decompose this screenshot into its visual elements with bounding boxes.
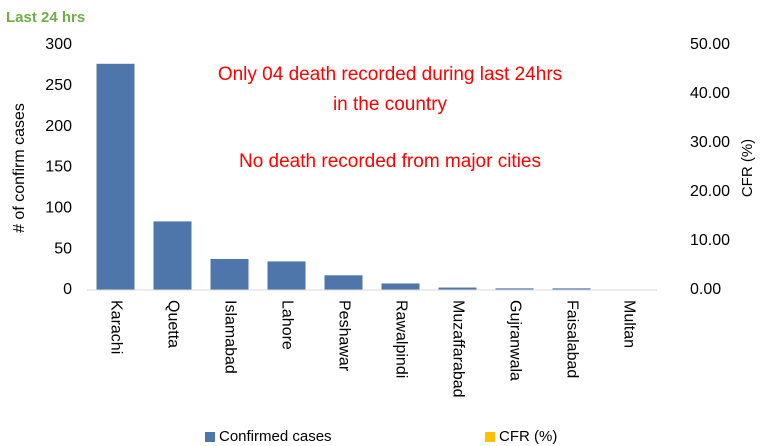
chart-title: Last 24 hrs: [6, 9, 85, 26]
y2-tick-label: 0.00: [690, 281, 721, 298]
x-tick-label: Lahore: [278, 300, 295, 350]
annotation: Only 04 death recorded during last 24hrs: [218, 64, 562, 85]
x-tick-label: Quetta: [164, 300, 181, 348]
x-tick-label: Faisalabad: [563, 300, 580, 378]
legend-swatch: [205, 432, 215, 442]
bar: [210, 258, 249, 290]
x-tick-label: Karachi: [107, 300, 124, 354]
y2-tick-label: 40.00: [690, 85, 730, 102]
y2-axis-label: CFR (%): [739, 139, 756, 197]
x-tick-label: Islamabad: [221, 300, 238, 374]
x-tick-label: Gujranwala: [506, 300, 523, 381]
y2-tick-label: 10.00: [690, 232, 730, 249]
bar: [552, 288, 591, 290]
bar: [495, 288, 534, 290]
y2-tick-label: 50.00: [690, 36, 730, 53]
bar: [153, 221, 192, 290]
legend-label: Confirmed cases: [219, 428, 332, 445]
bar: [267, 261, 306, 290]
y-tick-label: 300: [45, 36, 72, 53]
y2-tick-label: 30.00: [690, 134, 730, 151]
bar: [324, 275, 363, 290]
bar: [438, 287, 477, 290]
y-tick-label: 250: [45, 77, 72, 94]
annotation: in the country: [333, 94, 448, 115]
y-tick-label: 200: [45, 118, 72, 135]
y-tick-label: 0: [63, 281, 72, 298]
x-tick-label: Muzaffarabad: [449, 300, 466, 398]
annotation: No death recorded from major cities: [239, 151, 541, 172]
y2-tick-label: 20.00: [690, 183, 730, 200]
x-tick-label: Rawalpindi: [392, 300, 409, 378]
bar: [381, 283, 420, 290]
x-tick-label: Peshawar: [335, 300, 352, 372]
bar: [96, 63, 135, 291]
x-tick-label: Multan: [620, 300, 637, 348]
y-tick-label: 150: [45, 159, 72, 176]
legend-label: CFR (%): [499, 428, 557, 445]
y-tick-label: 50: [54, 240, 72, 257]
y-axis-label: # of confirm cases: [11, 103, 28, 233]
y-tick-label: 100: [45, 200, 72, 217]
legend-swatch: [485, 432, 495, 442]
